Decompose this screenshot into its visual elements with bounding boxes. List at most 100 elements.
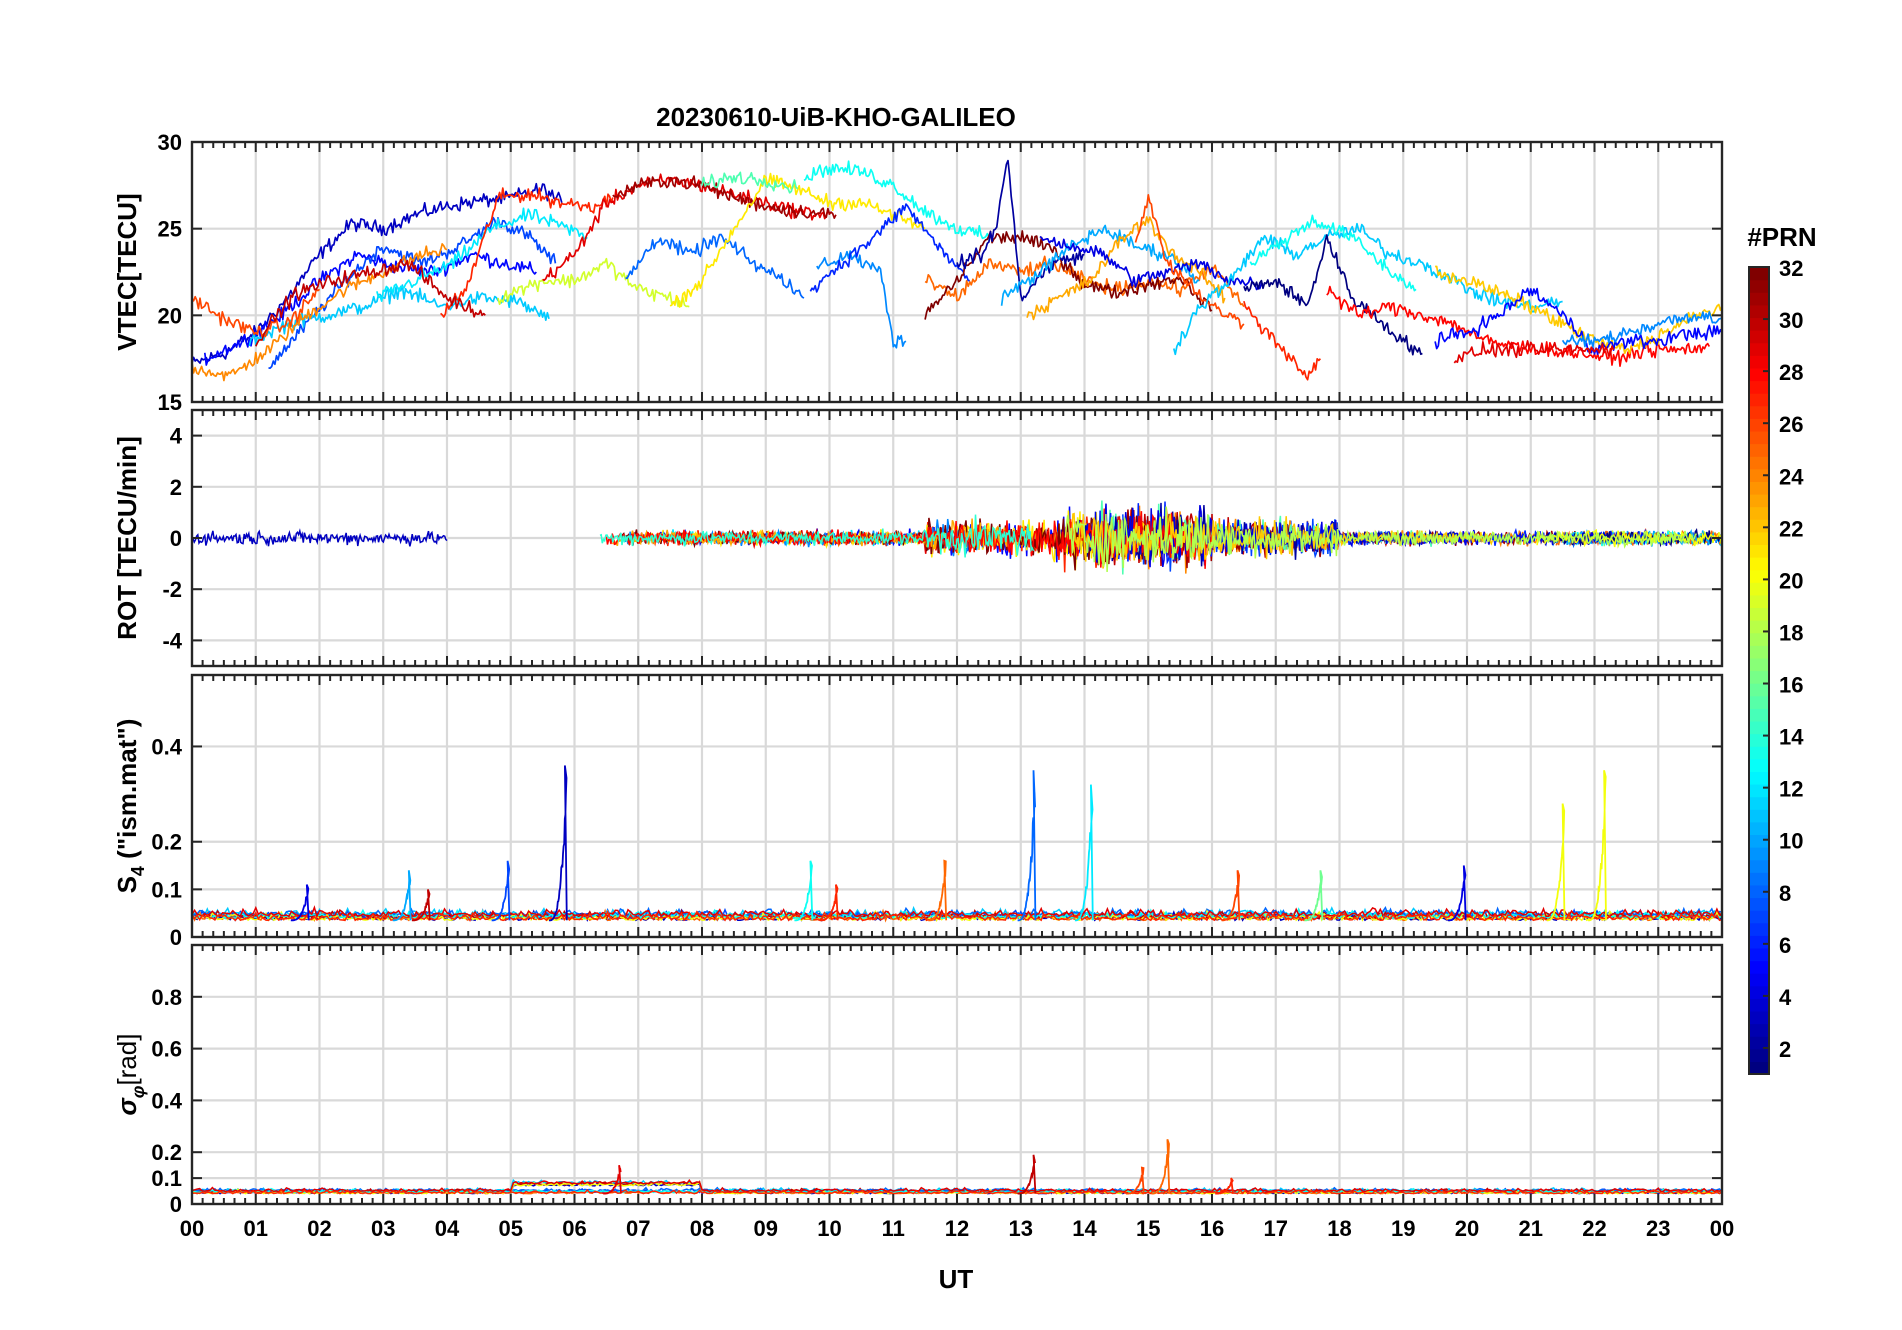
- colorbar-cell: [1749, 771, 1769, 785]
- data-layer-rot: [192, 500, 1722, 575]
- colorbar-tick-label: 24: [1779, 464, 1804, 489]
- x-tick-label: 00: [1710, 1216, 1734, 1241]
- colorbar-cell: [1749, 418, 1769, 432]
- colorbar-cell: [1749, 708, 1769, 722]
- y-label-subscript: φ: [128, 1085, 148, 1098]
- x-tick-label: 15: [1136, 1216, 1160, 1241]
- x-tick-label: 08: [690, 1216, 714, 1241]
- vtec-series-prn-8-12: [625, 233, 805, 299]
- y-label-rest: [rad]: [112, 1034, 142, 1086]
- y-axis-label-vtec: VTEC[TECU]: [112, 193, 142, 350]
- colorbar-cell: [1749, 859, 1769, 873]
- colorbar-tick-label: 2: [1779, 1037, 1791, 1062]
- x-tick-label: 07: [626, 1216, 650, 1241]
- rot-series-prn-18: [1064, 506, 1698, 573]
- colorbar-tick-label: 12: [1779, 777, 1803, 802]
- colorbar-cell: [1749, 758, 1769, 772]
- colorbar-cell: [1749, 821, 1769, 836]
- colorbar-cell: [1749, 330, 1769, 344]
- x-tick-label: 13: [1009, 1216, 1033, 1241]
- s4-peak-prn-10-8: [392, 870, 412, 922]
- x-tick-label: 21: [1519, 1216, 1543, 1241]
- s4-peak-prn-8-1: [1017, 770, 1037, 922]
- x-tick-label: 12: [945, 1216, 969, 1241]
- vtec-series-prn-22-30: [1435, 265, 1722, 355]
- sigma-peak-prn-26-3: [1125, 1166, 1145, 1195]
- colorbar-tick-label: 10: [1779, 829, 1803, 854]
- x-tick-label: 16: [1200, 1216, 1224, 1241]
- data-layer-s4: [192, 765, 1722, 923]
- s4-peak-prn-3-0: [549, 765, 568, 922]
- s4-peak-prn-16-9: [1304, 870, 1324, 922]
- vtec-series-prn-27-7: [440, 187, 614, 318]
- colorbar-tick-label: 8: [1779, 881, 1791, 906]
- vtec-series-prn-7-2: [268, 216, 557, 369]
- data-layer-vtec: [192, 159, 1722, 382]
- y-tick-label-vtec: 30: [158, 130, 182, 155]
- colorbar-cell: [1749, 645, 1769, 659]
- x-tick-label: 05: [499, 1216, 523, 1241]
- y-tick-label-rot: 2: [170, 475, 182, 500]
- x-tick-label: 19: [1391, 1216, 1415, 1241]
- y-tick-label-sigma: 0.1: [151, 1166, 182, 1191]
- colorbar-tick-label: 32: [1779, 256, 1803, 281]
- vtec-series-prn-13-15: [803, 160, 990, 240]
- sigma-peak-prn-27-4: [1215, 1177, 1234, 1195]
- colorbar-label: #PRN: [1747, 222, 1816, 252]
- y-tick-label-s4: 0.2: [151, 830, 182, 855]
- sigma-baseline-prn-27: [192, 1188, 1722, 1195]
- colorbar-tick-label: 30: [1779, 308, 1803, 333]
- panel-sigma: 00.10.20.40.60.8σφ[rad]: [112, 943, 1724, 1217]
- colorbar-cell: [1749, 847, 1769, 861]
- colorbar-cell: [1749, 783, 1769, 798]
- colorbar-cell: [1749, 557, 1769, 571]
- s4-peak-prn-30-11: [411, 889, 431, 922]
- x-tick-label: 06: [562, 1216, 586, 1241]
- vtec-series-prn-21-13: [669, 172, 926, 308]
- colorbar-cell: [1749, 720, 1769, 735]
- colorbar-cell: [1749, 355, 1769, 369]
- x-tick-label: 09: [754, 1216, 778, 1241]
- s4-baseline-prn-29: [192, 905, 1722, 919]
- colorbar-cell: [1749, 985, 1769, 999]
- vtec-series-prn-2-20: [956, 159, 1085, 302]
- vtec-series-prn-32-19: [924, 230, 1213, 320]
- x-tick-label: 02: [307, 1216, 331, 1241]
- vtec-series-prn-19-9: [497, 257, 690, 308]
- colorbar-cell: [1749, 544, 1769, 558]
- colorbar-cell: [1749, 506, 1769, 520]
- colorbar-cell: [1749, 405, 1769, 419]
- colorbar-cell: [1749, 443, 1769, 457]
- x-tick-label: 04: [435, 1216, 460, 1241]
- colorbar-cell: [1749, 342, 1769, 356]
- panel-vtec: 15 20 25 30 VTEC[TECU]: [112, 130, 1724, 415]
- colorbar-cell: [1749, 1010, 1769, 1025]
- vtec-series-prn-15-14: [701, 171, 799, 194]
- vtec-series-prn-23-22: [1026, 216, 1226, 321]
- x-tick-label: 03: [371, 1216, 395, 1241]
- colorbar-cell: [1749, 292, 1769, 306]
- x-tick-label: 23: [1646, 1216, 1670, 1241]
- colorbar-cell: [1749, 267, 1769, 281]
- s4-peak-prn-27-13: [819, 884, 839, 922]
- y-axis-label-sigma: σφ[rad]: [112, 1034, 148, 1116]
- s4-peak-prn-20-4: [1546, 803, 1566, 922]
- rot-series-prn-20: [1536, 528, 1722, 548]
- y-tick-label-sigma: 0: [170, 1192, 182, 1217]
- y-tick-label-vtec: 25: [158, 217, 182, 242]
- colorbar-tick-label: 18: [1779, 620, 1803, 645]
- y-tick-label-sigma: 0.4: [151, 1088, 182, 1113]
- colorbar-frame: [1748, 266, 1770, 1075]
- panel-s4: 00.10.20.4S4 ("ism.mat"): [112, 673, 1724, 950]
- colorbar-cell: [1749, 695, 1769, 709]
- colorbar-cell: [1749, 834, 1769, 848]
- colorbar-cell: [1749, 884, 1769, 899]
- colorbar-cell: [1749, 531, 1769, 546]
- y-tick-label-rot: 0: [170, 526, 182, 551]
- y-axis-label-s4: S4 ("ism.mat"): [112, 719, 148, 894]
- colorbar-cell: [1749, 733, 1769, 747]
- data-layer-sigma: [192, 1139, 1722, 1195]
- x-tick-label: 10: [817, 1216, 841, 1241]
- y-tick-label-rot: 4: [170, 424, 183, 449]
